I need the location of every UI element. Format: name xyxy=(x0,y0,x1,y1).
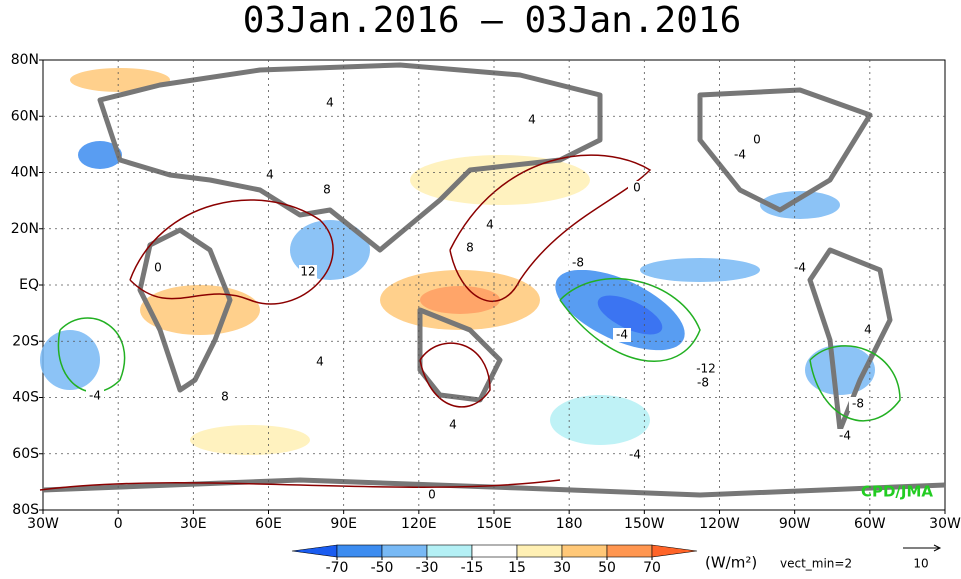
contour-label: -4 xyxy=(794,261,806,275)
title: 03Jan.2016 – 03Jan.2016 xyxy=(243,0,742,41)
contour-label: 8 xyxy=(323,183,331,197)
colorbar-end xyxy=(291,544,338,558)
lon-label: 150E xyxy=(476,516,512,532)
contour-label-bg xyxy=(748,133,766,147)
lat-label: 20S xyxy=(12,333,39,349)
colorbar-tick-label: -50 xyxy=(371,560,394,575)
lat-label: 40S xyxy=(12,390,39,406)
contour-label: 0 xyxy=(154,261,162,275)
contour-label-bg xyxy=(149,261,167,275)
lon-label: 0 xyxy=(114,516,123,532)
colorbar-tick-label: -70 xyxy=(326,560,349,575)
vector-note: vect_min=2 xyxy=(780,557,852,571)
lat-label: 80N xyxy=(11,52,39,68)
lon-label: 150W xyxy=(624,516,665,532)
contour-label-bg xyxy=(626,448,644,462)
contour-label: -4 xyxy=(629,448,641,462)
contour-label: 0 xyxy=(633,181,641,195)
contour-label-bg xyxy=(628,181,646,195)
reference-vector: 10 xyxy=(913,557,928,571)
colorbar-unit: (W/m²) xyxy=(705,554,757,572)
colorbar-segment xyxy=(561,544,608,558)
contour-label: 0 xyxy=(428,488,436,502)
contour-label: -4 xyxy=(616,328,628,342)
contour-label-bg xyxy=(216,390,234,404)
colorbar-tick-label: -15 xyxy=(461,560,484,575)
contour-label-bg xyxy=(849,397,867,411)
lon-label: 120E xyxy=(401,516,437,532)
lat-label: 60S xyxy=(12,446,39,462)
lon-label: 180 xyxy=(556,516,583,532)
contour-label-bg xyxy=(299,265,317,279)
colorbar-segment xyxy=(606,544,653,558)
contour-label-bg xyxy=(481,218,499,232)
lon-label: 30E xyxy=(180,516,207,532)
contour-label: 4 xyxy=(316,355,324,369)
contour-label-bg xyxy=(86,389,104,403)
colorbar-tick-label: 70 xyxy=(643,560,661,575)
contour-label: -4 xyxy=(839,429,851,443)
contour-label-bg xyxy=(523,113,541,127)
contour-label-bg xyxy=(318,183,336,197)
lon-label: 60W xyxy=(854,516,886,532)
contour-label-bg xyxy=(859,323,877,337)
lat-label: 20N xyxy=(11,221,39,237)
contour-label-bg xyxy=(569,256,587,270)
contour-label-bg xyxy=(461,241,479,255)
credit: CPD/JMA xyxy=(861,483,933,501)
contour-label-bg xyxy=(311,355,329,369)
contour-label: 4 xyxy=(864,323,872,337)
contour-label: 8 xyxy=(466,241,474,255)
contour-label-bg xyxy=(321,96,339,110)
contour-label: -8 xyxy=(852,397,864,411)
contour-label-bg xyxy=(444,418,462,432)
contour-label: -8 xyxy=(697,376,709,390)
contour-label: 4 xyxy=(326,96,334,110)
colorbar-segment xyxy=(426,544,473,558)
contour-label: 12 xyxy=(300,265,315,279)
colorbar-tick-label: -30 xyxy=(416,560,439,575)
contour-label: 4 xyxy=(449,418,457,432)
lon-label: 90W xyxy=(779,516,811,532)
lon-label: 60E xyxy=(255,516,282,532)
colorbar-segment xyxy=(336,544,383,558)
contour-label-bg xyxy=(613,328,631,342)
colorbar-tick-label: 30 xyxy=(553,560,571,575)
contour-label-bg xyxy=(694,376,712,390)
colorbar-end xyxy=(651,544,698,558)
contour-label: 4 xyxy=(486,218,494,232)
contour-label: -4 xyxy=(89,389,101,403)
contour-label-bg xyxy=(697,362,715,376)
contour-label: -8 xyxy=(572,256,584,270)
contour-label: 8 xyxy=(221,390,229,404)
lon-label: 30W xyxy=(27,516,59,532)
lat-label: EQ xyxy=(19,277,39,293)
lat-label: 60N xyxy=(11,108,39,124)
contour-label: 0 xyxy=(753,133,761,147)
lon-label: 90E xyxy=(330,516,357,532)
lon-label: 30W xyxy=(929,516,961,532)
contour-label: 4 xyxy=(528,113,536,127)
lat-label: 40N xyxy=(11,165,39,181)
contour-label-bg xyxy=(423,488,441,502)
colorbar-segment xyxy=(471,544,518,558)
lat-label: 80S xyxy=(12,502,39,518)
contour-label-bg xyxy=(731,148,749,162)
contour-label: 4 xyxy=(266,168,274,182)
colorbar-tick-label: 15 xyxy=(508,560,526,575)
contour-label: -12 xyxy=(696,362,716,376)
contour-label-bg xyxy=(261,168,279,182)
colorbar-segment xyxy=(516,544,563,558)
lon-label: 120W xyxy=(699,516,740,532)
reference-arrow-head xyxy=(933,544,942,552)
colorbar-tick-label: 50 xyxy=(598,560,616,575)
contour-label-bg xyxy=(836,429,854,443)
contour-label: -4 xyxy=(734,148,746,162)
colorbar-segment xyxy=(381,544,428,558)
contours xyxy=(39,154,901,491)
contour-label-bg xyxy=(791,261,809,275)
